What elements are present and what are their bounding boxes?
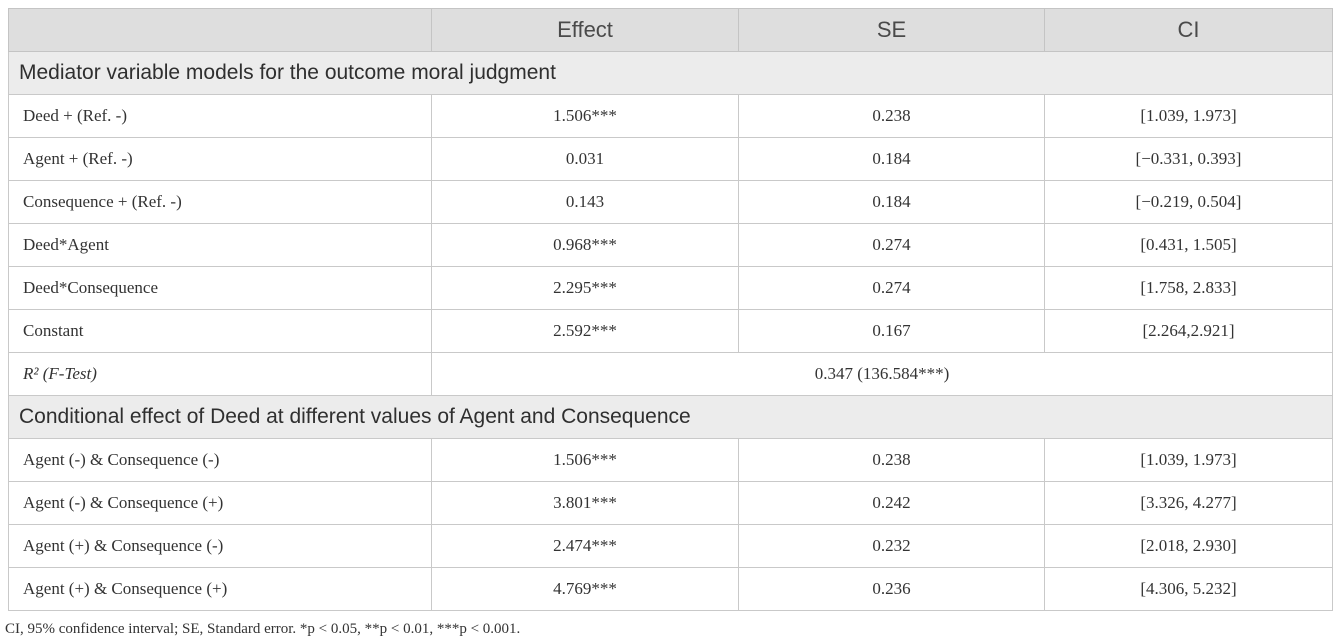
table-row: Agent (-) & Consequence (+) 3.801*** 0.2… — [8, 481, 1333, 525]
se-cell: 0.184 — [738, 137, 1045, 181]
table-row: Deed*Agent 0.968*** 0.274 [0.431, 1.505] — [8, 223, 1333, 267]
row-label: Deed*Agent — [8, 223, 432, 267]
effect-cell: 1.506*** — [431, 438, 739, 482]
effect-cell: 0.143 — [431, 180, 739, 224]
effect-cell: 1.506*** — [431, 94, 739, 138]
effect-cell: 0.968*** — [431, 223, 739, 267]
se-cell: 0.274 — [738, 223, 1045, 267]
r2-value: 0.347 (136.584***) — [431, 352, 1333, 396]
row-label: Agent (-) & Consequence (-) — [8, 438, 432, 482]
ci-cell: [1.039, 1.973] — [1044, 438, 1333, 482]
section-title: Conditional effect of Deed at different … — [8, 395, 1333, 439]
table-row: Consequence + (Ref. -) 0.143 0.184 [−0.2… — [8, 180, 1333, 224]
r2-row: R² (F-Test) 0.347 (136.584***) — [8, 352, 1333, 396]
table-row: Agent (+) & Consequence (+) 4.769*** 0.2… — [8, 567, 1333, 611]
effect-cell: 2.295*** — [431, 266, 739, 310]
row-label: Agent + (Ref. -) — [8, 137, 432, 181]
ci-cell: [−0.219, 0.504] — [1044, 180, 1333, 224]
f-test-label: (F-Test) — [42, 364, 97, 383]
row-label: Constant — [8, 309, 432, 353]
header-row: Effect SE CI — [8, 8, 1333, 52]
se-cell: 0.242 — [738, 481, 1045, 525]
se-cell: 0.238 — [738, 94, 1045, 138]
header-effect: Effect — [431, 8, 739, 52]
section-row-mediator: Mediator variable models for the outcome… — [8, 51, 1333, 95]
ci-cell: [0.431, 1.505] — [1044, 223, 1333, 267]
ci-cell: [2.018, 2.930] — [1044, 524, 1333, 568]
r2-symbol: R² — [23, 364, 39, 383]
se-cell: 0.184 — [738, 180, 1045, 224]
effect-cell: 2.592*** — [431, 309, 739, 353]
table-row: Agent + (Ref. -) 0.031 0.184 [−0.331, 0.… — [8, 137, 1333, 181]
section-title: Mediator variable models for the outcome… — [8, 51, 1333, 95]
row-label: Agent (+) & Consequence (-) — [8, 524, 432, 568]
results-table-container: Effect SE CI Mediator variable models fo… — [8, 8, 1333, 611]
ci-cell: [1.758, 2.833] — [1044, 266, 1333, 310]
row-label: Consequence + (Ref. -) — [8, 180, 432, 224]
section-row-conditional: Conditional effect of Deed at different … — [8, 395, 1333, 439]
header-se: SE — [738, 8, 1045, 52]
row-label: Agent (-) & Consequence (+) — [8, 481, 432, 525]
results-table: Effect SE CI Mediator variable models fo… — [8, 8, 1333, 611]
ci-cell: [3.326, 4.277] — [1044, 481, 1333, 525]
table-row: Deed + (Ref. -) 1.506*** 0.238 [1.039, 1… — [8, 94, 1333, 138]
se-cell: 0.274 — [738, 266, 1045, 310]
table-row: Deed*Consequence 2.295*** 0.274 [1.758, … — [8, 266, 1333, 310]
effect-cell: 4.769*** — [431, 567, 739, 611]
header-ci: CI — [1044, 8, 1333, 52]
table-row: Constant 2.592*** 0.167 [2.264,2.921] — [8, 309, 1333, 353]
table-footnote: CI, 95% confidence interval; SE, Standar… — [5, 621, 521, 637]
ci-cell: [4.306, 5.232] — [1044, 567, 1333, 611]
row-label: Deed*Consequence — [8, 266, 432, 310]
effect-cell: 3.801*** — [431, 481, 739, 525]
effect-cell: 0.031 — [431, 137, 739, 181]
se-cell: 0.167 — [738, 309, 1045, 353]
r2-label: R² (F-Test) — [8, 352, 432, 396]
se-cell: 0.236 — [738, 567, 1045, 611]
table-row: Agent (-) & Consequence (-) 1.506*** 0.2… — [8, 438, 1333, 482]
header-blank — [8, 8, 432, 52]
row-label: Deed + (Ref. -) — [8, 94, 432, 138]
table-row: Agent (+) & Consequence (-) 2.474*** 0.2… — [8, 524, 1333, 568]
ci-cell: [2.264,2.921] — [1044, 309, 1333, 353]
ci-cell: [−0.331, 0.393] — [1044, 137, 1333, 181]
se-cell: 0.232 — [738, 524, 1045, 568]
row-label: Agent (+) & Consequence (+) — [8, 567, 432, 611]
se-cell: 0.238 — [738, 438, 1045, 482]
ci-cell: [1.039, 1.973] — [1044, 94, 1333, 138]
effect-cell: 2.474*** — [431, 524, 739, 568]
